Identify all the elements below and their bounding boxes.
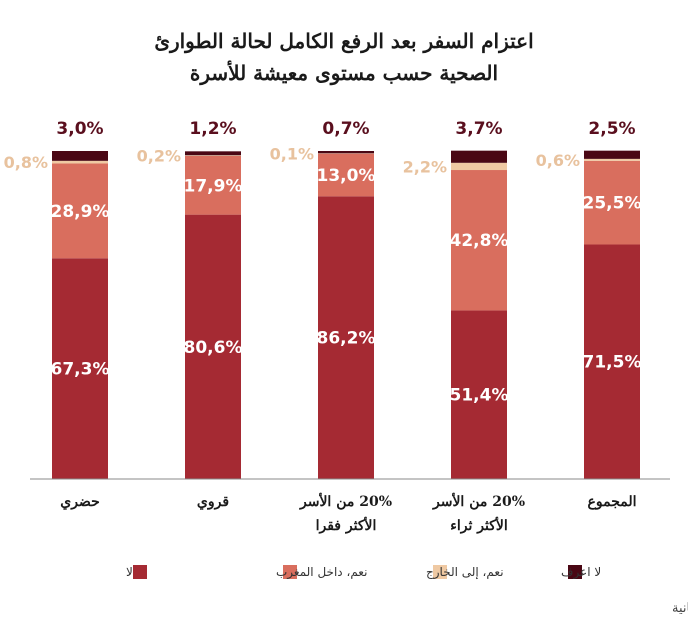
legend-label-1: لا: [126, 565, 133, 579]
data-label-3-4: 2,2%: [403, 157, 447, 176]
bar-segment-2-2: [185, 155, 241, 215]
data-label-1-3: 86,2%: [317, 329, 376, 349]
chart-title-line-2: الصحية حسب مستوى معيشة للأسرة: [190, 60, 498, 86]
legend-label-3: نعم، إلى الخارج: [426, 565, 504, 580]
legend: لا نعم، داخل المغرب نعم، إلى الخارج لا اعرف: [126, 565, 601, 580]
data-label-4-3: 0,7%: [322, 119, 369, 139]
bar-segment-2-1: [52, 163, 108, 259]
category-label-4-line-1: 20% من الأسر: [432, 492, 525, 510]
data-label-4-1: 3,0%: [56, 119, 103, 139]
bar-segment-3-1: [52, 160, 108, 164]
bar-segment-1-1: [52, 258, 108, 479]
data-label-1-5: 71,5%: [583, 353, 642, 373]
data-label-2-4: 42,8%: [450, 231, 509, 251]
source-note: المصدر: المندوبية السامية للتخطيط - 2020…: [672, 601, 688, 616]
bar-segment-4-4: [451, 150, 507, 163]
category-label-3-line-1: 20% من الأسر: [299, 492, 392, 510]
data-label-2-1: 28,9%: [51, 202, 110, 222]
data-label-1-1: 67,3%: [51, 360, 110, 380]
chart-title-line-1: اعتزام السفر بعد الرفع الكامل لحالة الطو…: [154, 29, 533, 54]
data-label-3-1: 0,8%: [4, 153, 48, 172]
data-label-1-4: 51,4%: [450, 386, 509, 406]
bar-segment-2-4: [451, 170, 507, 311]
data-label-4-5: 2,5%: [588, 119, 635, 139]
legend-swatch-3: [433, 565, 447, 579]
bar-segment-1-4: [451, 310, 507, 479]
category-label-3-line-2: الأكثر فقرا: [316, 516, 377, 534]
legend-label-2: نعم، داخل المغرب: [276, 565, 367, 580]
category-label-1: حضري: [60, 494, 99, 510]
category-label-2: قروي: [197, 494, 229, 510]
category-labels: حضري قروي 20% من الأسر الأكثر فقرا 20% من ال…: [60, 492, 636, 534]
bar-segment-4-1: [52, 151, 108, 161]
data-label-2-3: 13,0%: [317, 166, 376, 186]
bar-segment-4-2: [185, 151, 241, 156]
bar-segment-4-3: [318, 151, 374, 154]
bar-segment-2-3: [318, 153, 374, 197]
legend-swatch-1: [133, 565, 147, 579]
bar-segment-4-5: [584, 150, 640, 159]
legend-label-4: لا اعرف: [561, 565, 601, 580]
data-label-3-5: 0,6%: [536, 151, 580, 170]
data-label-2-2: 17,9%: [184, 176, 243, 196]
bar-segment-3-5: [584, 158, 640, 161]
bars-group: 67,3% 28,9% 0,8% 3,0% 80,6% 17,9%0,2% 1,2% 86,2…: [4, 119, 642, 479]
bar-segment-1-5: [584, 244, 640, 479]
data-label-3-3: 0,1%: [270, 144, 314, 163]
data-label-3-2: 0,2%: [137, 147, 181, 166]
bar-segment-2-5: [584, 160, 640, 245]
data-label-4-2: 1,2%: [189, 119, 236, 139]
bar-segment-3-2: [185, 155, 241, 156]
category-label-4-line-2: الأكثر ثراء: [450, 516, 507, 534]
data-label-4-4: 3,7%: [455, 119, 502, 139]
bar-segment-1-2: [185, 214, 241, 479]
data-label-1-2: 80,6%: [184, 338, 243, 358]
data-label-2-5: 25,5%: [583, 194, 642, 214]
bar-segment-1-3: [318, 196, 374, 479]
legend-swatch-2: [283, 565, 297, 579]
bar-segment-3-4: [451, 162, 507, 171]
legend-swatch-4: [568, 565, 582, 579]
category-label-5: المجموع: [588, 494, 637, 510]
